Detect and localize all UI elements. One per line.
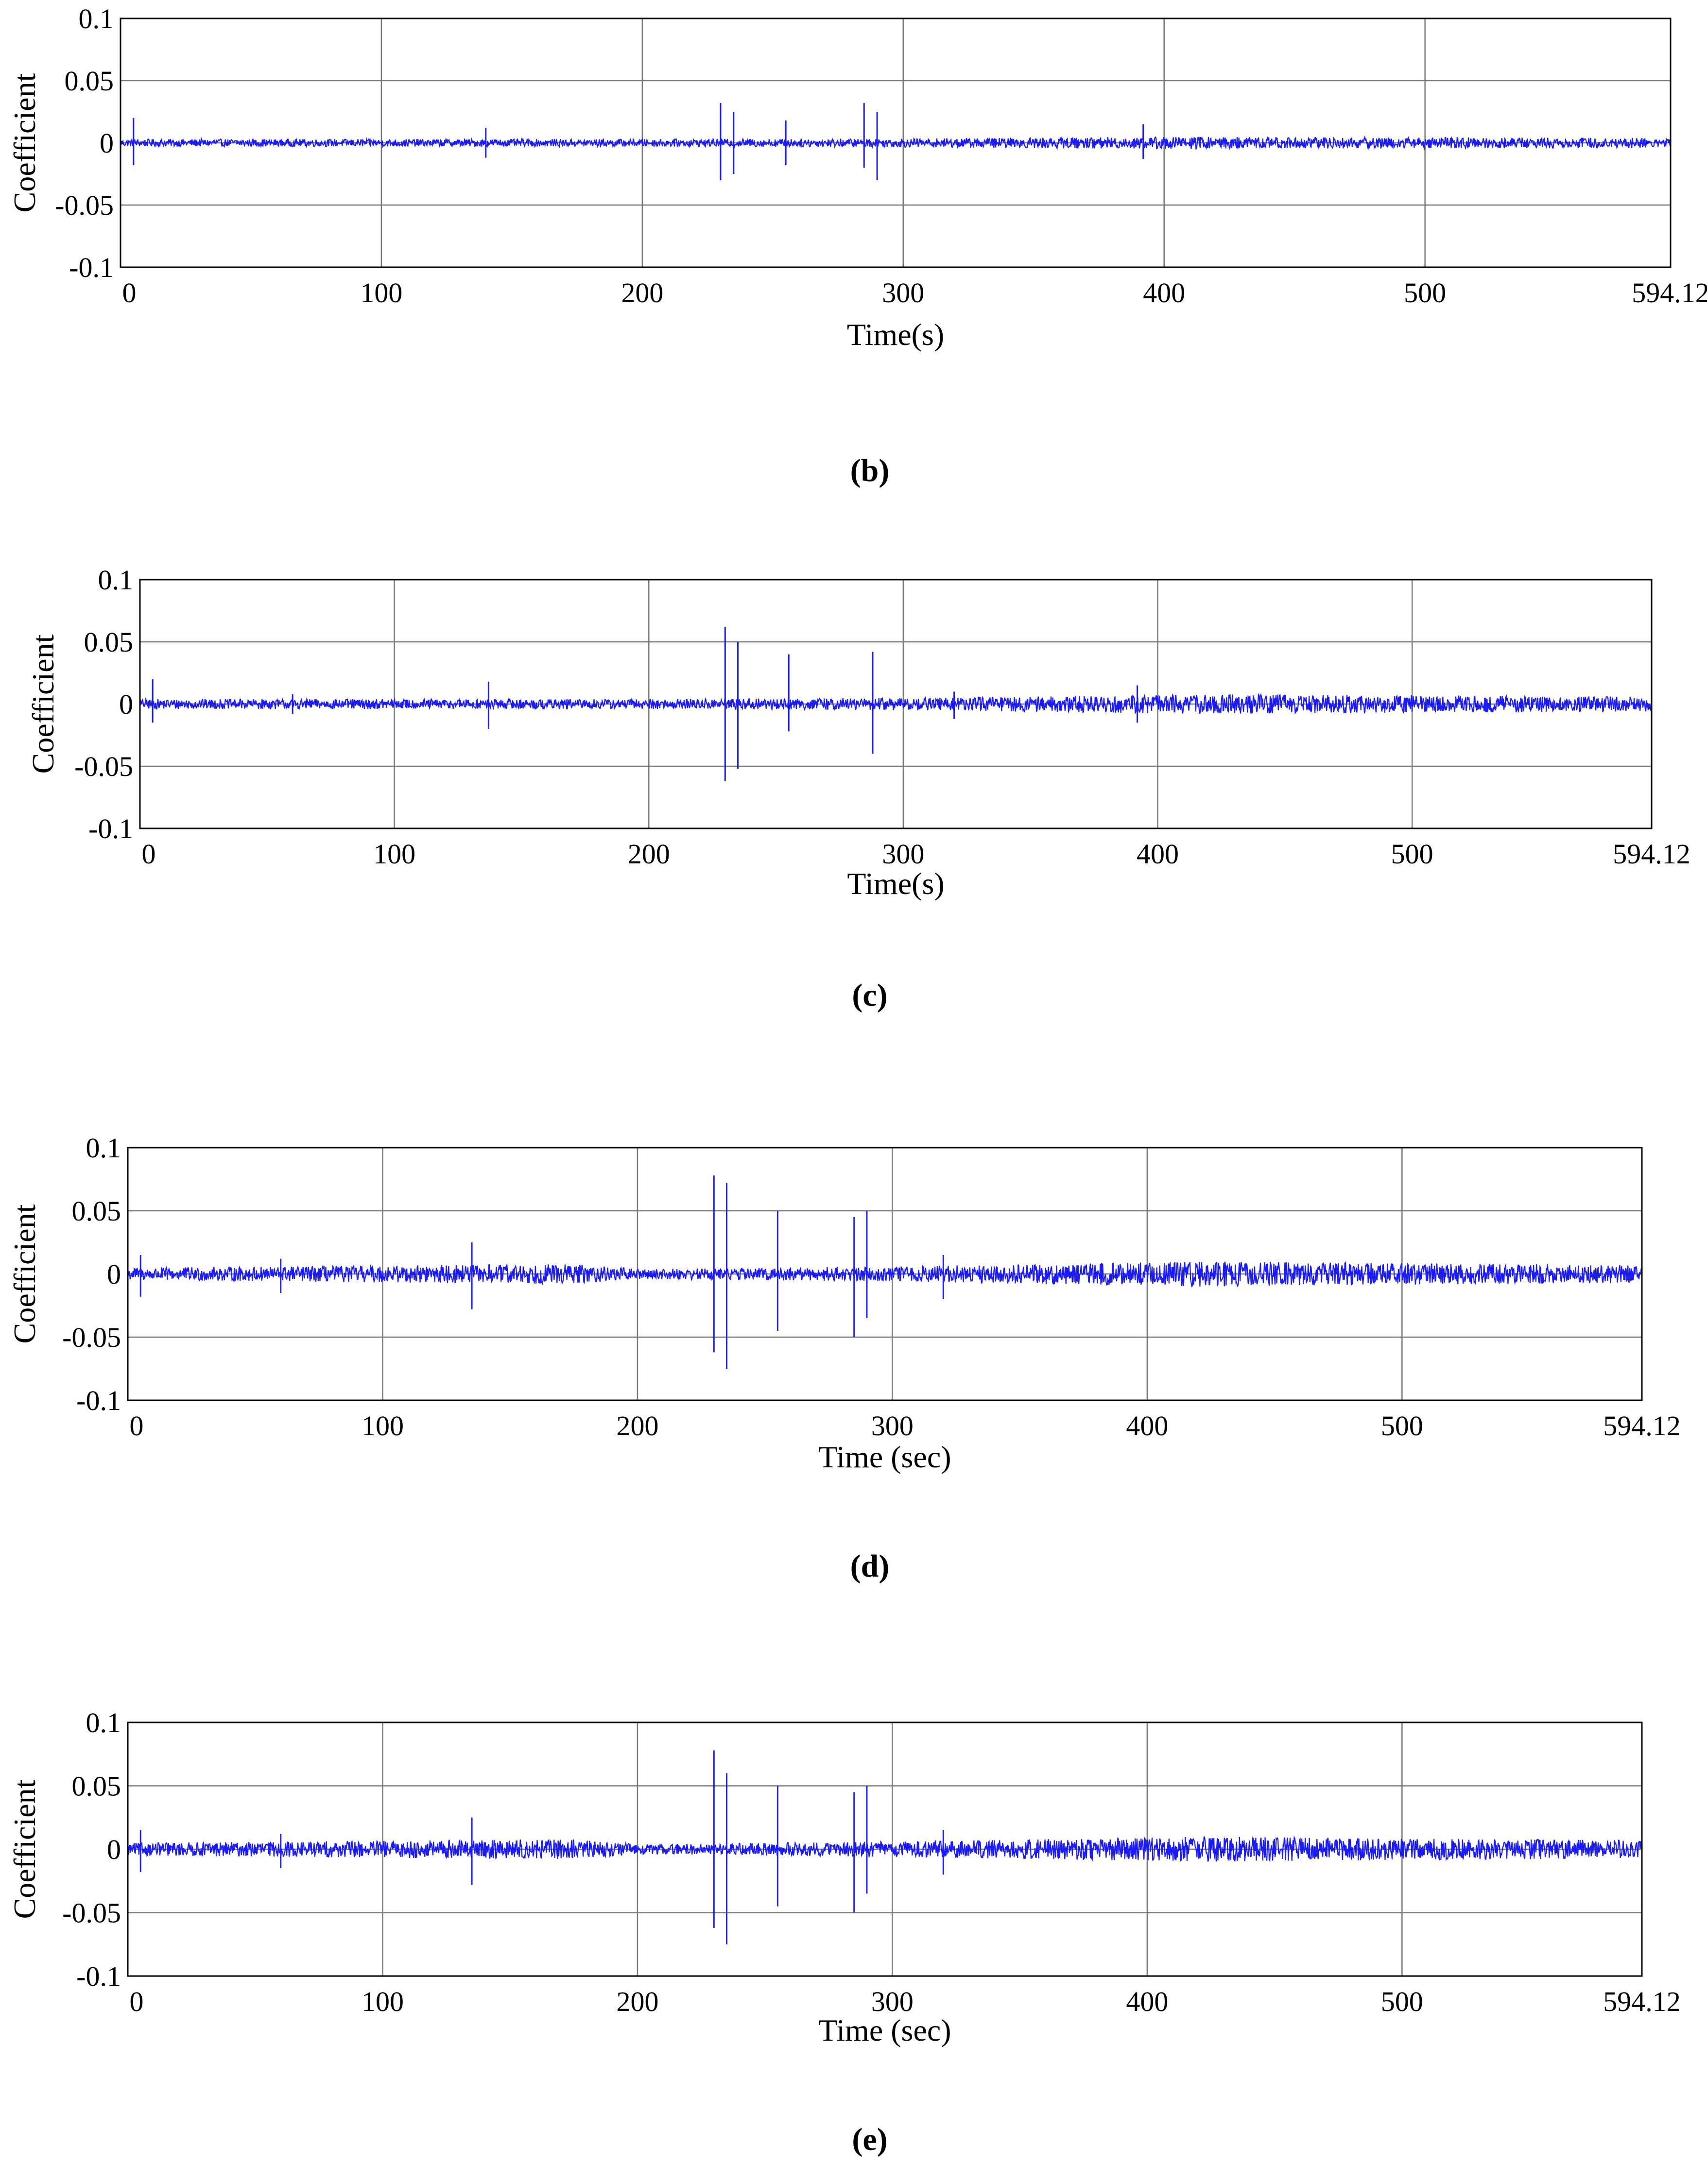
x-axis-label: Time(s) <box>847 866 944 901</box>
y-tick-label: 0 <box>119 688 133 720</box>
x-tick-label: 0 <box>130 1410 144 1442</box>
signal-trace <box>120 135 1672 151</box>
chart-panel-3: 0 100 200 300 400 500 594.12 0.1 0.05 0 -0.05 -0.1 T… <box>7 1707 1681 2157</box>
x-tick-label: 100 <box>362 1986 404 2017</box>
y-tick-label: 0.05 <box>72 1195 121 1227</box>
signal-trace <box>127 1836 1643 1862</box>
plot-frame <box>127 1147 1643 1401</box>
x-tick-label: 300 <box>882 838 924 870</box>
x-tick-label: 300 <box>871 1986 914 2017</box>
y-tick-label: -0.05 <box>62 1322 121 1353</box>
y-tick-label: -0.1 <box>76 1385 121 1416</box>
panel-caption: (b) <box>850 453 890 488</box>
y-tick-label: 0 <box>107 1258 121 1290</box>
x-tick-label: 400 <box>1143 277 1185 309</box>
x-tick-label: 200 <box>616 1986 658 2017</box>
chart-panel-1: 0 100 200 300 400 500 594.12 0.1 0.05 0 -0.05 -0.1 T… <box>26 564 1690 1013</box>
plot-frame <box>120 17 1672 268</box>
signal-spikes <box>139 1750 944 1944</box>
y-tick-label: 0.05 <box>84 626 134 658</box>
x-tick-label: 0 <box>142 838 156 870</box>
y-tick-label: -0.05 <box>55 189 114 221</box>
x-tick-label: 594.12 <box>1613 838 1690 870</box>
signal-trace <box>127 1261 1643 1288</box>
x-axis-label: Time(s) <box>847 317 944 352</box>
x-tick-label: 500 <box>1381 1410 1423 1442</box>
x-tick-label: 500 <box>1404 277 1446 309</box>
x-tick-label: 300 <box>871 1410 914 1442</box>
y-tick-label: -0.1 <box>69 252 114 283</box>
panel-caption: (d) <box>850 1548 890 1584</box>
x-tick-label: 100 <box>360 277 402 309</box>
y-tick-label: 0.1 <box>86 1132 121 1164</box>
x-tick-label: 400 <box>1126 1986 1168 2017</box>
x-axis-label: Time (sec) <box>818 1440 951 1474</box>
x-tick-label: 500 <box>1381 1986 1423 2017</box>
x-tick-label: 300 <box>882 277 924 309</box>
x-tick-label: 100 <box>373 838 415 870</box>
x-tick-label: 100 <box>362 1410 404 1442</box>
chart-panel-2: 0 100 200 300 400 500 594.12 0.1 0.05 0 -0.05 -0.1 T… <box>7 1132 1681 1584</box>
panel-caption: (e) <box>852 2122 887 2157</box>
panel-caption: (c) <box>852 978 887 1013</box>
y-tick-label: -0.1 <box>88 813 133 844</box>
y-axis-label: Coefficient <box>7 1779 42 1919</box>
signal-spikes <box>139 1175 944 1369</box>
x-tick-label: 200 <box>628 838 670 870</box>
signal-trace <box>139 693 1653 715</box>
y-tick-label: 0.05 <box>72 1771 121 1802</box>
y-tick-label: -0.05 <box>62 1897 121 1929</box>
signal-spikes <box>152 627 1138 781</box>
plot-frame <box>127 1721 1643 1977</box>
y-axis-label: Coefficient <box>26 634 60 774</box>
y-tick-label: 0 <box>107 1834 121 1865</box>
y-tick-label: 0.1 <box>86 1707 121 1738</box>
x-tick-label: 200 <box>621 277 663 309</box>
chart-panel-0: 0 100 200 300 400 500 594.12 0.1 0.05 0 -0.05 -0.1 T… <box>7 3 1707 488</box>
x-tick-label: 400 <box>1137 838 1179 870</box>
x-tick-label: 0 <box>122 277 137 309</box>
x-tick-label: 200 <box>616 1410 658 1442</box>
x-axis-label: Time (sec) <box>818 2013 951 2047</box>
y-tick-label: 0.1 <box>79 3 114 34</box>
x-tick-label: 594.12 <box>1632 277 1707 309</box>
y-tick-label: 0 <box>100 127 114 159</box>
y-tick-label: -0.05 <box>74 751 133 782</box>
x-tick-label: 594.12 <box>1603 1986 1681 2017</box>
plot-frame <box>139 579 1653 829</box>
y-axis-label: Coefficient <box>7 1204 42 1343</box>
y-tick-label: 0.05 <box>65 65 114 97</box>
x-tick-label: 594.12 <box>1603 1410 1681 1442</box>
x-tick-label: 400 <box>1126 1410 1168 1442</box>
x-tick-label: 0 <box>130 1986 144 2017</box>
signal-spikes <box>133 103 1144 180</box>
x-tick-label: 500 <box>1391 838 1433 870</box>
y-axis-label: Coefficient <box>7 73 42 212</box>
y-tick-label: -0.1 <box>76 1960 121 1992</box>
y-tick-label: 0.1 <box>98 564 134 596</box>
